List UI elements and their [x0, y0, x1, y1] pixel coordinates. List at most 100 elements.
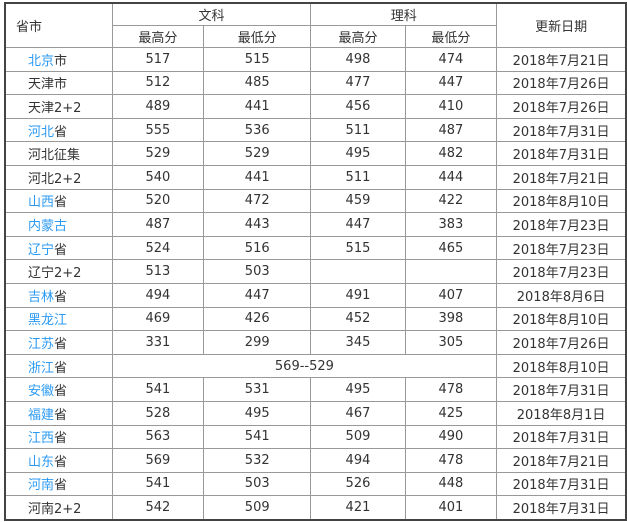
- province-suffix: 省: [54, 407, 68, 423]
- province-link[interactable]: 江苏: [28, 336, 55, 352]
- province-suffix: 天津市: [28, 77, 68, 93]
- province-link[interactable]: 辽宁: [28, 242, 55, 258]
- province-suffix: 省: [54, 242, 68, 258]
- province-cell: 吉林省: [4, 282, 113, 308]
- table-row: 河北征集 529 529 495 482 2018年7月31日: [4, 141, 627, 166]
- province-cell: 黑龙江: [4, 306, 113, 332]
- score-cell-s-min: 444: [404, 164, 498, 190]
- province-link[interactable]: 黑龙江: [28, 313, 68, 329]
- update-date-cell: 2018年8月1日: [496, 400, 627, 426]
- update-date-cell: 2018年7月31日: [496, 471, 627, 497]
- score-cell-a-max: 331: [111, 330, 205, 355]
- score-cell-a-min: 472: [203, 188, 312, 214]
- score-cell-a-min: 536: [203, 117, 312, 143]
- province-suffix: 省: [54, 124, 68, 140]
- merged-score-cell: 569--529: [111, 353, 498, 379]
- province-cell: 江西省: [4, 424, 113, 450]
- score-cell-a-max: 542: [111, 495, 205, 521]
- province-cell: 河北2+2: [4, 164, 113, 190]
- province-cell: 辽宁省: [4, 235, 113, 261]
- table-row: 北京市 517 515 498 474 2018年7月21日: [4, 47, 627, 72]
- score-cell-s-min: 490: [404, 424, 498, 450]
- table-row: 福建省 528 495 467 425 2018年8月1日: [4, 400, 627, 426]
- score-cell-a-max: 487: [111, 212, 205, 237]
- update-date-cell: 2018年7月26日: [496, 94, 627, 119]
- update-date-cell: 2018年7月31日: [496, 495, 627, 521]
- province-link[interactable]: 安徽: [28, 384, 55, 400]
- update-date-cell: 2018年7月31日: [496, 141, 627, 166]
- province-link[interactable]: 内蒙古: [28, 218, 68, 234]
- province-suffix: 市: [54, 53, 68, 69]
- score-cell-s-max: 477: [310, 70, 406, 96]
- table-row: 内蒙古 487 443 447 383 2018年7月23日: [4, 212, 627, 237]
- score-cell-s-min: 398: [404, 306, 498, 332]
- score-cell-s-min: 487: [404, 117, 498, 143]
- update-date-cell: 2018年7月26日: [496, 330, 627, 355]
- province-suffix: 河北2+2: [28, 171, 82, 187]
- province-suffix: 省: [54, 195, 68, 211]
- score-cell-a-max: 529: [111, 141, 205, 166]
- update-date-cell: 2018年7月23日: [496, 259, 627, 284]
- table-row: 山东省 569 532 494 478 2018年7月21日: [4, 448, 627, 473]
- update-date-cell: 2018年7月31日: [496, 377, 627, 402]
- score-cell-a-min: 426: [203, 306, 312, 332]
- score-cell-s-max: 421: [310, 495, 406, 521]
- score-cell-s-max: 459: [310, 188, 406, 214]
- score-cell-a-min: 299: [203, 330, 312, 355]
- score-cell-s-min: 383: [404, 212, 498, 237]
- province-cell: 内蒙古: [4, 212, 113, 237]
- province-cell: 天津市: [4, 70, 113, 96]
- score-cell-a-min: 441: [203, 164, 312, 190]
- table-row: 辽宁省 524 516 515 465 2018年7月23日: [4, 235, 627, 261]
- score-cell-a-max: 541: [111, 377, 205, 402]
- province-cell: 河南省: [4, 471, 113, 497]
- province-link[interactable]: 福建: [28, 407, 55, 423]
- province-link[interactable]: 北京: [28, 53, 55, 69]
- table-row: 黑龙江 469 426 452 398 2018年8月10日: [4, 306, 627, 332]
- province-suffix: 河北征集: [28, 148, 81, 164]
- update-date-cell: 2018年7月26日: [496, 70, 627, 96]
- update-date-cell: 2018年7月31日: [496, 424, 627, 450]
- score-cell-s-min: 447: [404, 70, 498, 96]
- score-cell-a-min: 509: [203, 495, 312, 521]
- province-link[interactable]: 河北: [28, 124, 55, 140]
- province-link[interactable]: 浙江: [28, 360, 55, 376]
- score-cell-a-min: 532: [203, 448, 312, 473]
- score-cell-a-min: 485: [203, 70, 312, 96]
- province-suffix: 省: [54, 478, 68, 494]
- province-suffix: 省: [54, 384, 68, 400]
- province-link[interactable]: 山东: [28, 454, 55, 470]
- table-row: 河北省 555 536 511 487 2018年7月31日: [4, 117, 627, 143]
- province-link[interactable]: 河南: [28, 478, 55, 494]
- table-row: 山西省 520 472 459 422 2018年8月10日: [4, 188, 627, 214]
- score-cell-s-min: 465: [404, 235, 498, 261]
- score-cell-a-max: 563: [111, 424, 205, 450]
- province-cell: 北京市: [4, 47, 113, 72]
- header-province: 省市: [4, 2, 113, 48]
- province-link[interactable]: 山西: [28, 195, 55, 211]
- score-cell-s-min: 478: [404, 377, 498, 402]
- score-cell-s-min: 474: [404, 47, 498, 72]
- table-row: 江苏省 331 299 345 305 2018年7月26日: [4, 330, 627, 355]
- score-cell-a-min: 515: [203, 47, 312, 72]
- province-cell: 辽宁2+2: [4, 259, 113, 284]
- score-cell-s-max: 452: [310, 306, 406, 332]
- score-cell-s-max: 491: [310, 282, 406, 308]
- header-arts: 文科: [111, 2, 312, 26]
- header-arts-min: 最低分: [203, 25, 312, 48]
- province-link[interactable]: 吉林: [28, 289, 55, 305]
- score-cell-a-max: 469: [111, 306, 205, 332]
- score-cell-a-max: 541: [111, 471, 205, 497]
- score-cell-a-min: 441: [203, 94, 312, 119]
- province-link[interactable]: 江西: [28, 431, 55, 447]
- score-cell-s-max: 495: [310, 141, 406, 166]
- update-date-cell: 2018年7月21日: [496, 448, 627, 473]
- province-cell: 浙江省: [4, 353, 113, 379]
- score-cell-s-min: [404, 259, 498, 284]
- header-date: 更新日期: [496, 2, 627, 48]
- province-cell: 河南2+2: [4, 495, 113, 521]
- score-cell-s-max: 511: [310, 117, 406, 143]
- score-cell-s-max: 345: [310, 330, 406, 355]
- update-date-cell: 2018年7月31日: [496, 117, 627, 143]
- province-suffix: 辽宁2+2: [28, 266, 82, 282]
